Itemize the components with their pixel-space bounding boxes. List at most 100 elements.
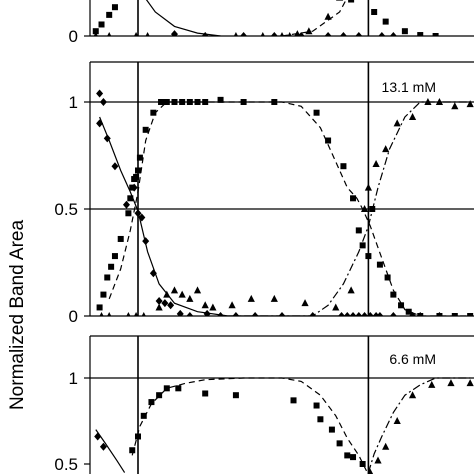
diamond-marker: [134, 209, 142, 218]
square-marker: [417, 32, 424, 36]
diamond-marker: [176, 309, 184, 316]
diamond-marker: [324, 32, 332, 36]
fit-line-triangle: [228, 101, 471, 316]
square-marker: [186, 99, 193, 105]
triangle-marker: [408, 112, 417, 120]
triangle-marker: [301, 299, 309, 307]
diamond-marker: [389, 32, 397, 36]
square-marker: [348, 0, 355, 3]
square-marker: [156, 392, 163, 399]
square-marker: [382, 18, 389, 25]
triangle-marker: [134, 312, 139, 316]
triangle-marker: [324, 12, 332, 20]
square-marker: [451, 313, 458, 316]
triangle-marker: [178, 290, 186, 298]
chart-panel-2: 0.5 1 6.6 mM: [54, 335, 474, 474]
square-marker: [136, 154, 143, 161]
square-marker: [328, 426, 335, 433]
square-marker: [313, 402, 320, 409]
triangle-marker: [336, 0, 344, 1]
square-marker: [111, 253, 118, 260]
diamond-marker: [96, 89, 104, 98]
square-marker: [359, 242, 366, 249]
vertical-guides: [137, 62, 370, 316]
square-marker: [350, 454, 357, 461]
diamond-marker: [355, 312, 363, 316]
triangle-marker: [364, 183, 372, 191]
vertical-guides: [137, 0, 370, 36]
diamond-marker: [122, 200, 130, 209]
y-axis-label: Normalized Band Area: [7, 220, 28, 411]
square-marker: [365, 253, 372, 260]
diamond-marker: [161, 299, 169, 308]
square-marker: [217, 96, 224, 103]
diamond-marker: [142, 237, 150, 246]
square-marker: [384, 274, 391, 281]
triangle-marker: [451, 102, 459, 110]
square-marker: [232, 392, 239, 399]
fit-line-square: [131, 377, 368, 472]
diamond-marker: [278, 312, 286, 316]
square-marker: [401, 28, 408, 35]
square-marker: [202, 99, 209, 105]
square-marker: [355, 227, 362, 234]
square-marker: [436, 313, 443, 316]
triangle-marker: [99, 312, 104, 316]
diamond-marker: [366, 312, 374, 316]
diamond-marker: [361, 312, 369, 316]
triangle-marker: [294, 30, 301, 36]
triangle-marker: [382, 442, 390, 450]
triangle-marker: [360, 205, 369, 212]
concentration-label: 6.6 mM: [389, 351, 436, 367]
diamond-marker: [376, 312, 384, 316]
square-marker: [106, 11, 113, 18]
triangle-marker: [466, 379, 474, 387]
square-marker: [336, 440, 343, 447]
fit-line-triangle: [281, 0, 347, 36]
concentration-label: 13.1 mM: [382, 79, 436, 95]
fit-line-triangle: [367, 377, 471, 473]
square-marker: [111, 4, 118, 11]
square-marker: [163, 99, 170, 105]
fit-line-square: [108, 101, 471, 316]
triangle-marker: [279, 32, 285, 36]
panel-frame: [89, 335, 474, 474]
triangle-marker: [347, 286, 355, 294]
triangle-marker: [247, 294, 255, 302]
triangle-marker: [228, 301, 236, 309]
square-marker: [398, 302, 405, 309]
square-marker: [92, 28, 99, 35]
chart-panel-0: 0: [69, 0, 474, 46]
square-marker: [135, 167, 141, 174]
diamond-marker: [217, 312, 225, 316]
triangle-marker: [170, 286, 179, 294]
square-marker: [350, 195, 357, 202]
diamond-marker: [99, 98, 107, 106]
vertical-guides: [137, 336, 370, 474]
triangle-marker: [193, 286, 202, 294]
triangle-marker: [141, 312, 146, 316]
square-marker: [129, 184, 136, 191]
triangle-marker: [305, 27, 313, 35]
y-tick-label: 1: [69, 369, 78, 388]
square-marker: [142, 126, 149, 133]
triangle-marker: [393, 119, 401, 127]
diamond-marker: [232, 312, 240, 316]
fit-line-diamond: [99, 116, 382, 316]
diamond-marker: [339, 32, 347, 36]
diamond-marker: [203, 309, 211, 316]
square-marker: [96, 304, 103, 311]
plot-area: [94, 377, 474, 474]
y-tick-label: 0.5: [54, 455, 78, 474]
square-marker: [359, 461, 366, 467]
diamond-marker: [389, 312, 397, 316]
triangle-marker: [382, 145, 390, 153]
triangle-marker: [186, 294, 194, 302]
square-marker: [100, 291, 107, 298]
square-marker: [150, 109, 157, 116]
square-marker: [98, 21, 105, 28]
square-marker: [135, 433, 141, 440]
plot-area: [96, 89, 474, 316]
square-marker: [171, 99, 178, 105]
